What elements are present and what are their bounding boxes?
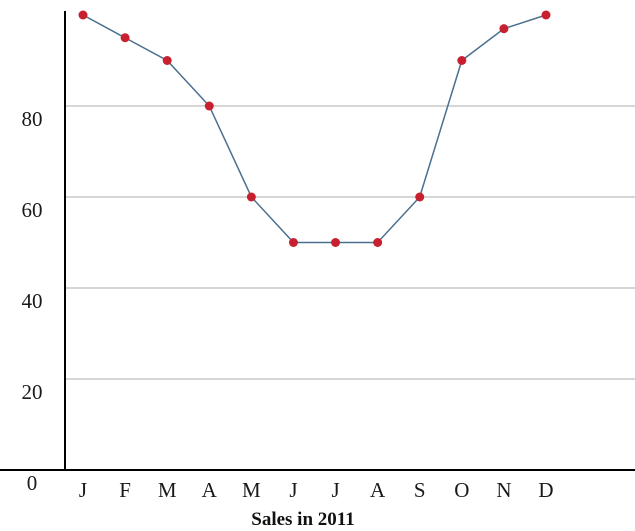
data-point — [457, 56, 467, 65]
data-point — [204, 101, 214, 111]
data-point — [499, 24, 509, 34]
data-point — [246, 192, 256, 202]
axes — [0, 11, 635, 471]
data-point — [120, 33, 130, 43]
y-tick-label-60: 60 — [22, 198, 43, 222]
x-tick-label: A — [370, 478, 386, 502]
x-tick-label: N — [496, 478, 511, 502]
y-tick-label-40: 40 — [22, 289, 43, 313]
x-tick-label: M — [242, 478, 261, 502]
x-tick-label: J — [331, 478, 339, 502]
gridlines — [65, 105, 635, 380]
x-tick-label: J — [79, 478, 87, 502]
data-point — [415, 192, 425, 202]
x-tick-label: A — [202, 478, 218, 502]
y-tick-label-80: 80 — [22, 107, 43, 131]
data-point — [162, 56, 172, 65]
y-tick-label-20: 20 — [22, 380, 43, 404]
y-tick-label-0: 0 — [27, 471, 38, 495]
x-tick-label: D — [538, 478, 553, 502]
x-axis-title: Sales in 2011 — [251, 509, 354, 530]
x-tick-label: S — [414, 478, 426, 502]
y-tick-labels: 0 20 40 60 80 — [22, 107, 43, 495]
data-point — [288, 238, 298, 247]
data-point — [373, 238, 383, 247]
data-point — [78, 10, 88, 20]
x-tick-label: F — [119, 478, 131, 502]
x-tick-label: J — [289, 478, 297, 502]
series-line — [82, 14, 547, 244]
x-tick-label: O — [454, 478, 469, 502]
data-point — [541, 10, 551, 20]
data-point — [331, 238, 341, 247]
series — [78, 10, 551, 247]
x-tick-label: M — [158, 478, 177, 502]
